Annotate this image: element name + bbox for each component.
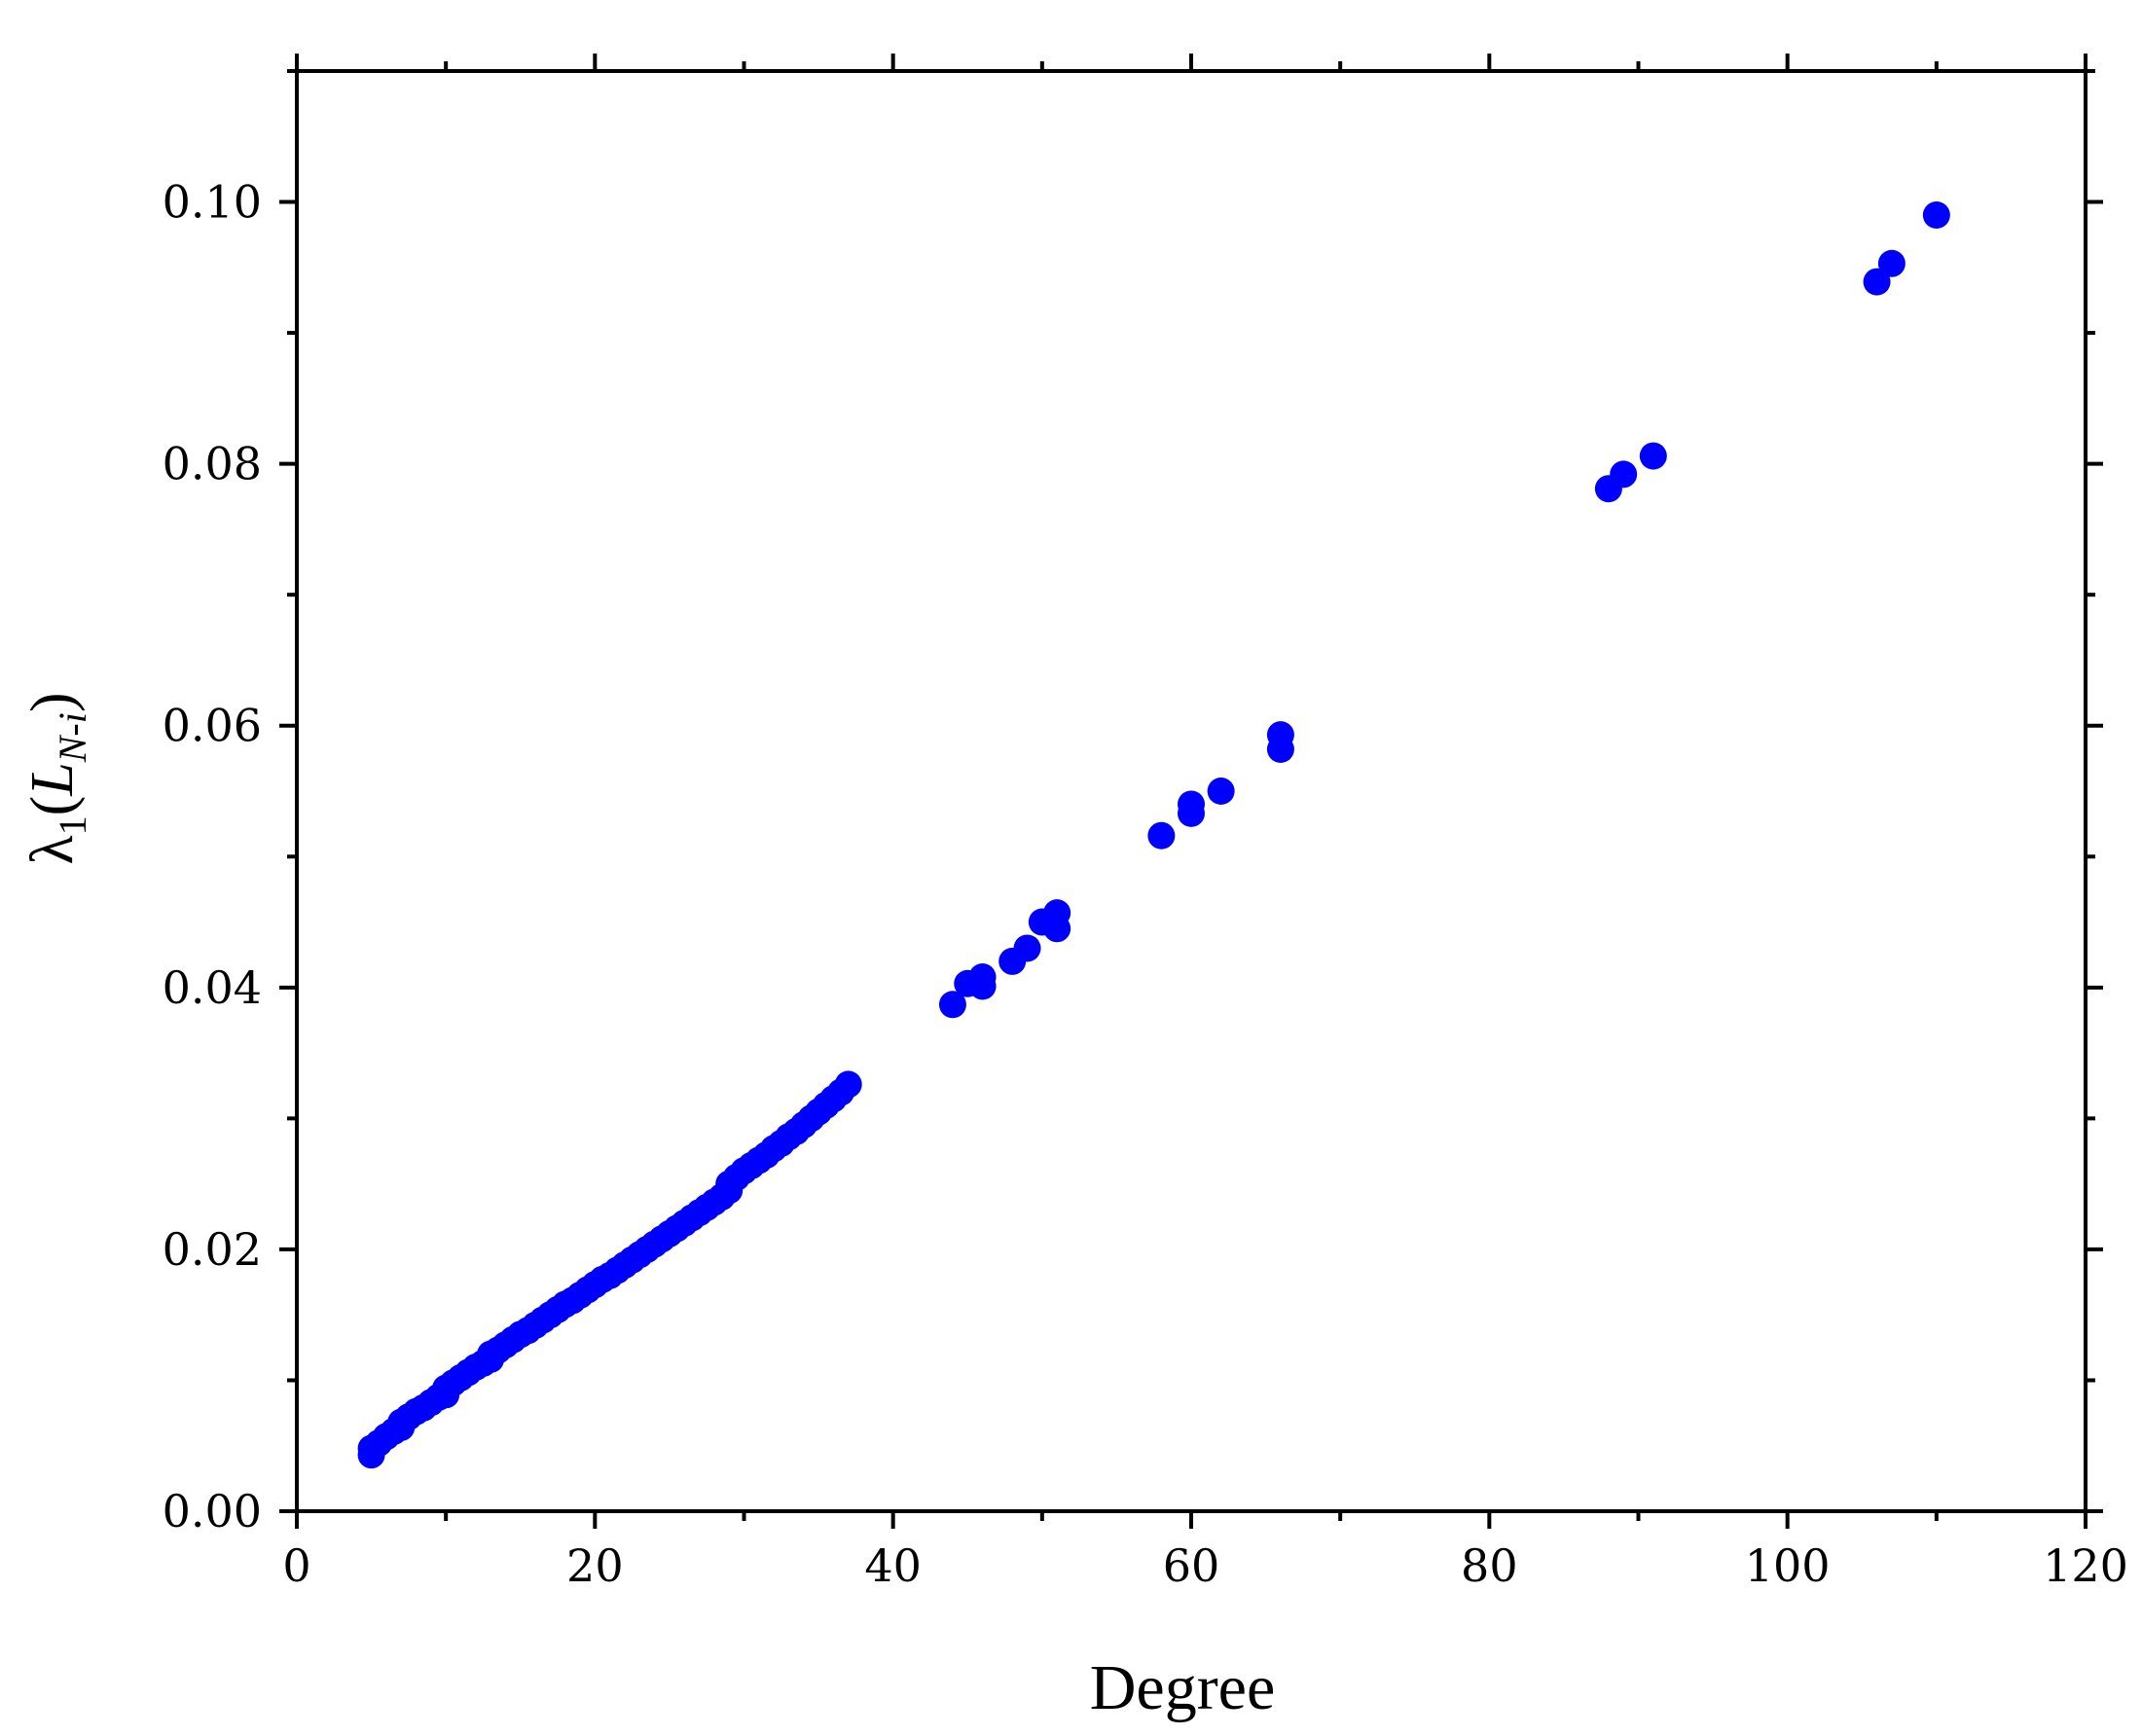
data-point	[1266, 721, 1294, 749]
y-tick-label: 0.06	[163, 700, 262, 752]
axis-ticks	[279, 54, 2103, 1529]
data-point	[1043, 899, 1071, 927]
data-point	[1922, 201, 1950, 229]
data-point	[938, 991, 966, 1019]
x-tick-label: 120	[2043, 1539, 2128, 1592]
data-point	[1639, 442, 1667, 470]
data-point	[1610, 460, 1638, 488]
y-tick-label: 0.08	[163, 438, 262, 490]
data-point	[834, 1070, 862, 1099]
x-tick-label: 20	[566, 1539, 624, 1592]
svg-text:λ1(LN-i): λ1(LN-i)	[19, 693, 94, 865]
tick-labels: 0 20 40 60 80 100 120 0.00 0.02 0.04 0.06 0.08 0.10	[163, 176, 2128, 1592]
x-tick-label: 60	[1163, 1539, 1220, 1592]
y-axis-title-sub1: 1	[51, 815, 94, 835]
x-tick-label: 80	[1461, 1539, 1518, 1592]
x-axis-title: Degree	[1090, 1652, 1276, 1723]
data-point	[1013, 934, 1041, 962]
y-tick-label: 0.04	[163, 961, 262, 1014]
y-axis-title-base: λ	[19, 835, 86, 864]
x-tick-label: 0	[282, 1539, 310, 1592]
x-tick-label: 40	[864, 1539, 922, 1592]
x-tick-label: 100	[1745, 1539, 1831, 1592]
y-tick-label: 0.02	[163, 1223, 262, 1276]
y-axis-title-sub2: N-i	[51, 712, 94, 763]
y-axis-title-close: )	[19, 693, 86, 713]
data-point	[1863, 268, 1891, 296]
data-point	[1207, 778, 1235, 805]
data-points	[357, 201, 1950, 1469]
data-point	[1178, 790, 1205, 818]
data-point	[1147, 821, 1176, 850]
y-axis-title-open: (	[19, 796, 86, 816]
data-point	[968, 963, 997, 992]
data-point	[1877, 249, 1906, 277]
y-tick-label: 0.10	[163, 176, 262, 229]
y-axis-title-letter: L	[19, 762, 86, 796]
y-tick-label: 0.00	[163, 1485, 262, 1537]
y-axis-title: λ1(LN-i)	[19, 693, 94, 865]
